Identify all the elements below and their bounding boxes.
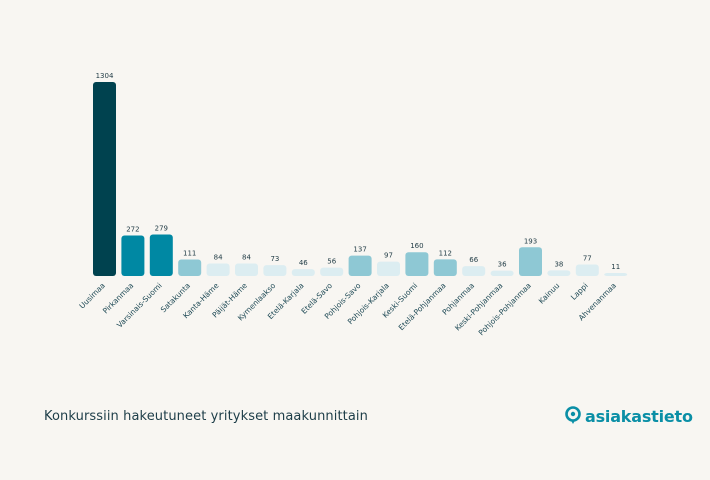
bar-value-label: 160 [410, 242, 423, 250]
bar [490, 270, 514, 276]
bar-value-label: 66 [469, 256, 478, 264]
brand-name: asiakastieto [585, 406, 693, 426]
bar [93, 82, 116, 276]
bar-value-label: 77 [583, 255, 592, 263]
bar [377, 261, 400, 276]
bar-value-label: 272 [126, 226, 139, 234]
bar-value-label: 1304 [96, 72, 114, 80]
bar-value-label: 56 [327, 258, 336, 266]
bar-value-label: 193 [524, 237, 537, 245]
value-labels-group: 1304 272 279 111 84 84 73 46 56 137 97 160 112 66 36 19… [96, 72, 621, 271]
bar [235, 263, 258, 276]
bar-value-label: 111 [183, 249, 196, 257]
location-pin-icon [565, 406, 581, 424]
bar [348, 255, 372, 276]
bars-group [93, 82, 628, 276]
bar-value-label: 84 [242, 254, 251, 262]
bar-value-label: 46 [299, 259, 308, 267]
bar [547, 270, 571, 276]
chart-title: Konkurssiin hakeutuneet yritykset maakun… [44, 409, 368, 424]
bar-value-label: 11 [611, 263, 620, 271]
bar-value-label: 36 [498, 261, 507, 269]
brand-logo: asiakastieto [564, 406, 693, 426]
bar [263, 265, 287, 276]
bar-chart: 1304 272 279 111 84 84 73 46 56 137 97 160 112 66 36 19… [77, 72, 628, 338]
bar [178, 259, 202, 276]
bar [462, 266, 486, 276]
bar-value-label: 97 [384, 252, 393, 260]
bar [519, 247, 542, 276]
bar-value-label: 279 [155, 224, 168, 232]
bar [433, 259, 457, 276]
category-labels-group: UusimaaPirkanmaaVarsinais-SuomiSatakunta… [77, 281, 618, 338]
bar-value-label: 73 [270, 255, 279, 263]
bar [149, 234, 173, 276]
bar [604, 273, 628, 276]
bar [575, 264, 599, 276]
category-label: Lappi [569, 281, 590, 302]
bar [206, 263, 230, 276]
bar-value-label: 137 [353, 246, 366, 254]
bar [405, 252, 429, 276]
bar-value-label: 84 [214, 254, 223, 262]
bar-value-label: 112 [439, 249, 452, 257]
bar-value-label: 38 [554, 260, 563, 268]
bar [121, 235, 145, 276]
bar [291, 269, 315, 276]
category-label: Kainuu [537, 281, 562, 306]
bar [320, 267, 344, 276]
category-label: Pohjois-Pohjanmaa [477, 281, 533, 337]
